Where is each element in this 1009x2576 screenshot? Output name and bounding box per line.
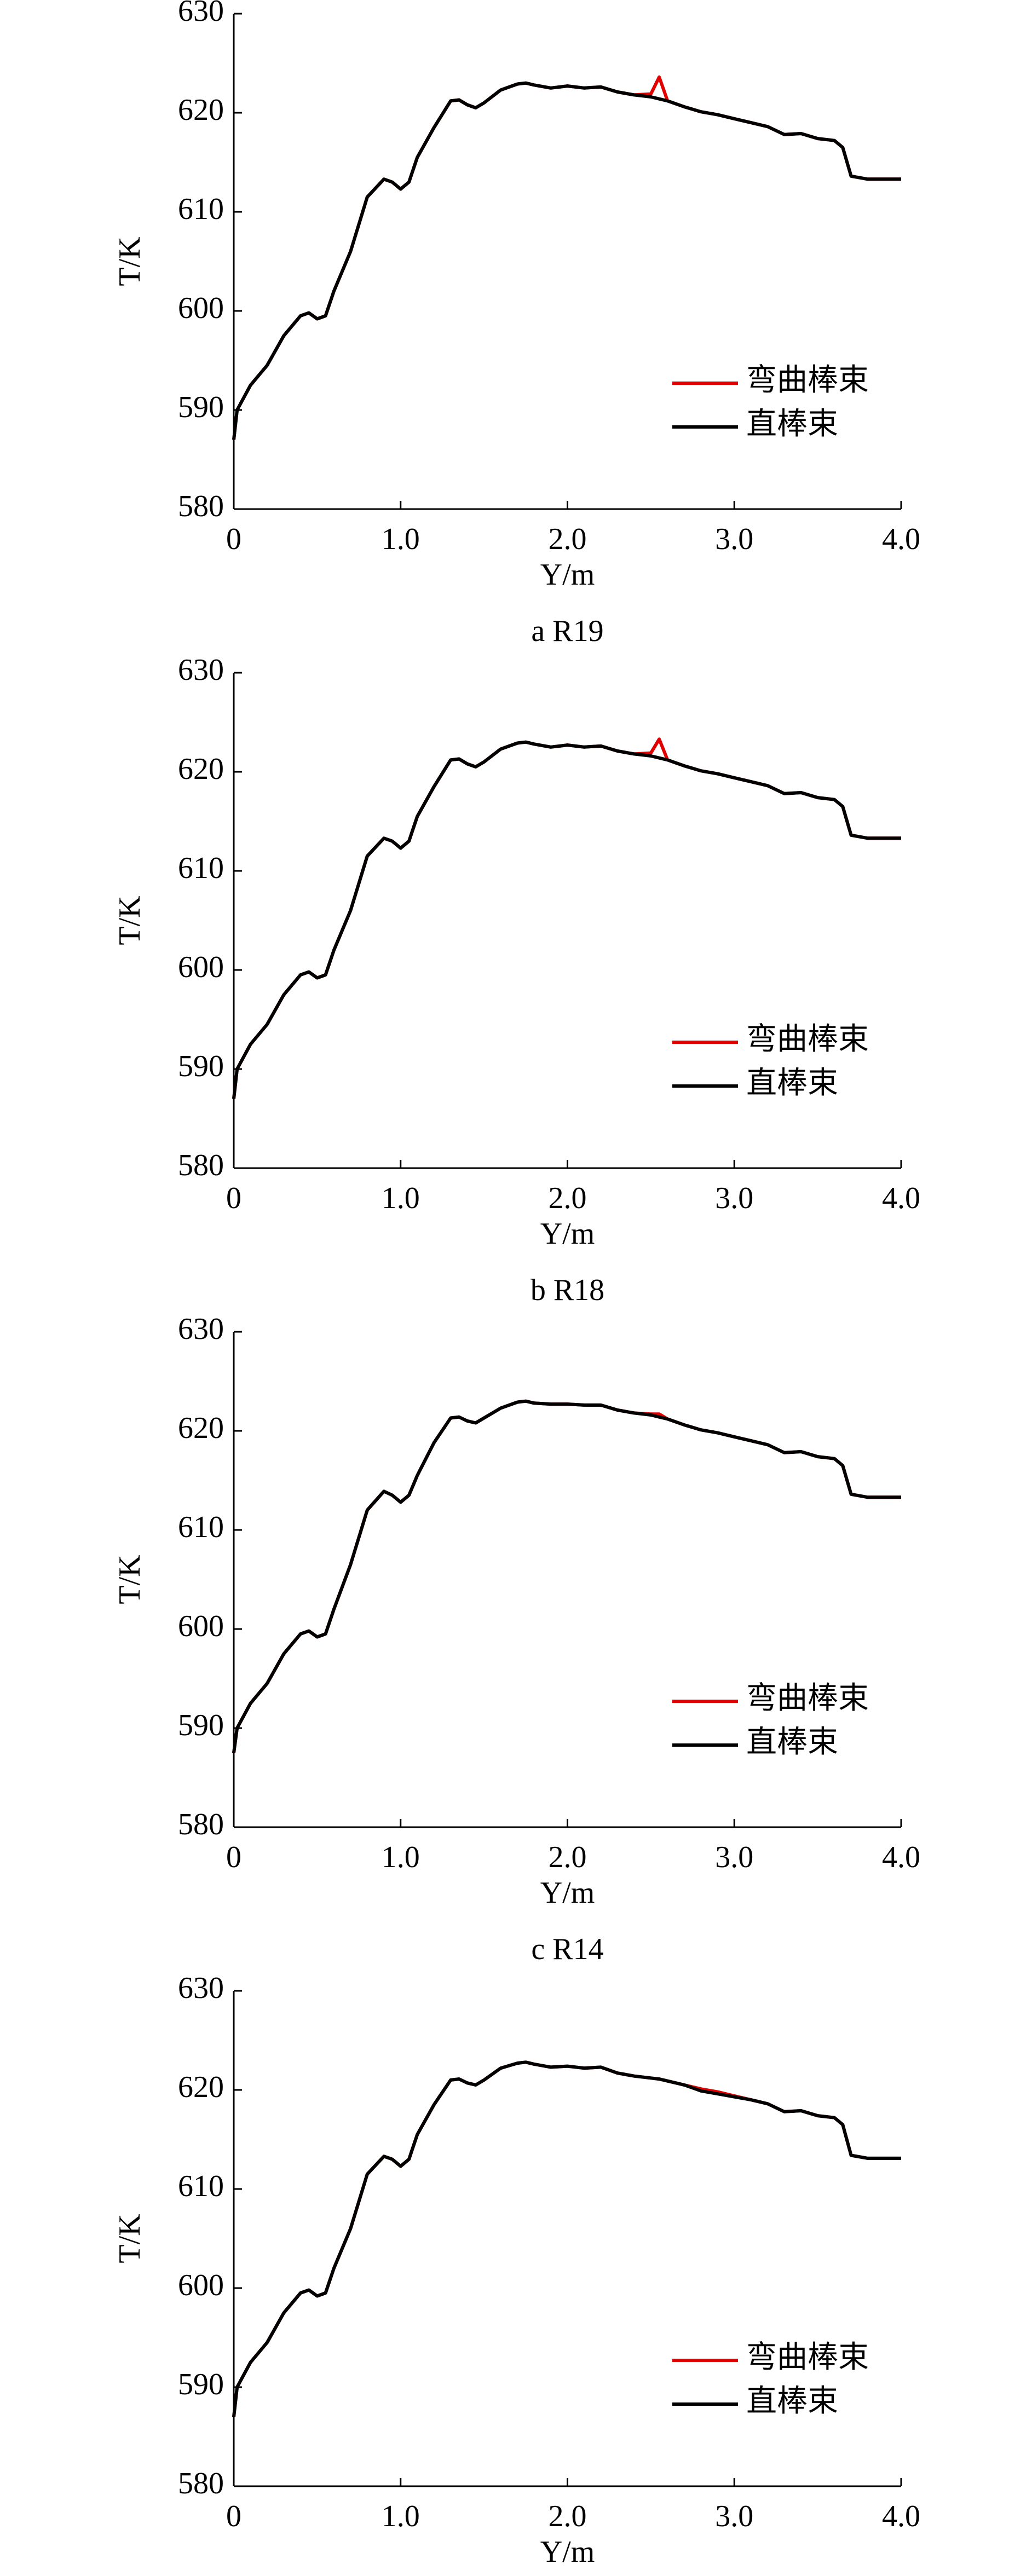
legend-label: 弯曲棒束 (746, 2341, 869, 2375)
x-tick-label: 0 (226, 522, 241, 556)
y-tick-label: 620 (178, 1411, 224, 1445)
legend-label: 弯曲棒束 (746, 363, 869, 397)
y-tick-label: 600 (178, 1609, 224, 1643)
y-tick-label: 610 (178, 1510, 224, 1544)
legend-label: 直棒束 (746, 1066, 838, 1100)
y-tick-label: 580 (178, 489, 224, 523)
x-tick-label: 3.0 (715, 2499, 753, 2533)
y-axis-label: T/K (113, 1555, 147, 1604)
legend-label: 直棒束 (746, 407, 838, 441)
y-tick-label: 590 (178, 390, 224, 424)
y-axis-label: T/K (113, 236, 147, 286)
panel: 580 590 600 610 620 630 0 1.0 2.0 3.0 4.0 Y/m T/K a R… (113, 0, 920, 648)
x-tick-label: 0 (226, 2499, 241, 2533)
caption: c R14 (531, 1932, 603, 1966)
x-tick-label: 2.0 (549, 1181, 587, 1215)
x-tick-label: 3.0 (715, 522, 753, 556)
series-line (232, 1399, 901, 1753)
y-tick-label: 610 (178, 192, 224, 226)
y-tick-label: 610 (178, 2169, 224, 2203)
x-tick-label: 1.0 (382, 1181, 420, 1215)
x-axis-label: Y/m (540, 558, 595, 592)
x-tick-label: 4.0 (882, 1181, 920, 1215)
legend-label: 弯曲棒束 (746, 1682, 869, 1716)
y-tick-label: 630 (178, 653, 224, 687)
caption: a R19 (531, 614, 603, 648)
y-tick-label: 590 (178, 1708, 224, 1742)
x-tick-label: 4.0 (882, 1840, 920, 1874)
y-tick-label: 610 (178, 851, 224, 885)
x-axis-label: Y/m (540, 1876, 595, 1910)
y-tick-label: 620 (178, 2070, 224, 2104)
x-tick-label: 0 (226, 1840, 241, 1874)
x-tick-label: 1.0 (382, 2499, 420, 2533)
x-tick-label: 0 (226, 1181, 241, 1215)
panel: 580 590 600 610 620 630 0 1.0 2.0 3.0 4.0 Y/m T/K c R… (113, 1312, 920, 1966)
y-axis-label: T/K (113, 2214, 147, 2263)
x-tick-label: 3.0 (715, 1181, 753, 1215)
y-tick-label: 630 (178, 1971, 224, 2005)
y-tick-label: 620 (178, 752, 224, 786)
series-line (232, 740, 901, 1099)
x-tick-label: 1.0 (382, 522, 420, 556)
y-axis-label: T/K (113, 896, 147, 945)
x-tick-label: 3.0 (715, 1840, 753, 1874)
x-tick-label: 1.0 (382, 1840, 420, 1874)
y-tick-label: 600 (178, 950, 224, 984)
y-tick-label: 600 (178, 2268, 224, 2302)
y-tick-label: 580 (178, 1807, 224, 1841)
legend-label: 弯曲棒束 (746, 1023, 869, 1056)
series-line (232, 81, 901, 440)
x-axis-label: Y/m (540, 2535, 595, 2569)
legend-label: 直棒束 (746, 2384, 838, 2418)
y-tick-label: 630 (178, 0, 224, 28)
x-tick-label: 4.0 (882, 2499, 920, 2533)
y-tick-label: 600 (178, 291, 224, 325)
x-tick-label: 2.0 (549, 2499, 587, 2533)
y-tick-label: 620 (178, 93, 224, 127)
x-tick-label: 2.0 (549, 522, 587, 556)
x-tick-label: 2.0 (549, 1840, 587, 1874)
y-tick-label: 630 (178, 1312, 224, 1346)
y-tick-label: 590 (178, 2367, 224, 2401)
y-tick-label: 580 (178, 1148, 224, 1182)
x-tick-label: 4.0 (882, 522, 920, 556)
x-axis-label: Y/m (540, 1217, 595, 1251)
series-line (232, 2060, 901, 2417)
y-tick-label: 580 (178, 2467, 224, 2500)
legend-label: 直棒束 (746, 1725, 838, 1759)
y-tick-label: 590 (178, 1049, 224, 1083)
panel: 580 590 600 610 620 630 0 1.0 2.0 3.0 4.0 Y/m T/K b R… (113, 653, 920, 1307)
caption: b R18 (531, 1273, 604, 1307)
